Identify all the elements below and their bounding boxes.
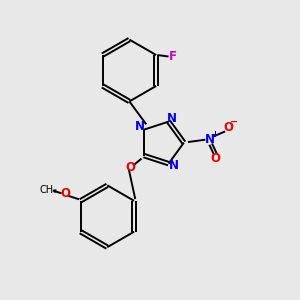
Text: N: N bbox=[167, 112, 176, 125]
Text: N: N bbox=[205, 133, 215, 146]
Text: N: N bbox=[134, 120, 145, 133]
Text: O: O bbox=[224, 121, 234, 134]
Text: F: F bbox=[169, 50, 177, 63]
Text: O: O bbox=[126, 161, 136, 175]
Text: +: + bbox=[212, 130, 219, 139]
Text: N: N bbox=[169, 160, 179, 172]
Text: O: O bbox=[60, 187, 70, 200]
Text: −: − bbox=[230, 117, 238, 127]
Text: CH₃: CH₃ bbox=[39, 185, 58, 196]
Text: O: O bbox=[211, 152, 221, 165]
